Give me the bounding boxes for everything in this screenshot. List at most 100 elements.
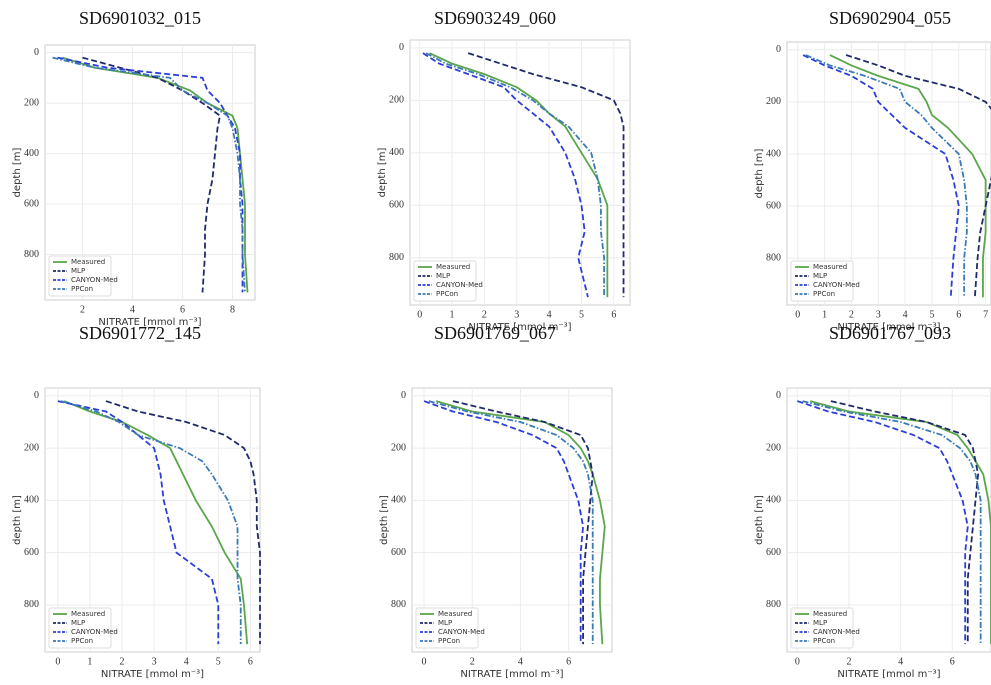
y-tick-label: 200 xyxy=(24,97,39,108)
legend-label: Measured xyxy=(436,263,470,271)
y-tick-label: 200 xyxy=(391,442,406,453)
y-axis-label: depth [m] xyxy=(379,495,390,545)
x-tick-label: 5 xyxy=(579,309,584,320)
data-line xyxy=(802,54,960,298)
x-tick-label: 6 xyxy=(566,656,571,667)
legend-label: PPCon xyxy=(438,637,460,645)
legend-box xyxy=(413,260,477,302)
x-tick-label: 4 xyxy=(903,309,908,320)
legend-box xyxy=(415,607,479,649)
data-line xyxy=(60,400,242,645)
legend-label: CANYON-Med xyxy=(813,281,860,289)
y-tick-label: 400 xyxy=(766,495,781,506)
data-line xyxy=(425,52,606,298)
chart-panel: SD6902904_055 0 1 2 3 4 5 6 7 0 200 400 600 800 NITRAT… xyxy=(754,8,991,333)
legend-label: Measured xyxy=(71,258,105,266)
data-line xyxy=(428,400,594,645)
legend-label: MLP xyxy=(436,272,450,280)
legend-label: MLP xyxy=(813,619,827,627)
chart-panel: SD6901032_015 2 4 6 8 0 200 400 600 800 NITRATE [m… xyxy=(12,8,256,328)
y-tick-label: 800 xyxy=(391,599,406,610)
x-tick-label: 8 xyxy=(230,304,235,315)
data-line xyxy=(845,54,991,298)
chart-panel: SD6901769_067 0 2 4 6 0 200 400 600 800 NITRATE [m… xyxy=(379,323,613,680)
x-axis-label: NITRATE [mmol m⁻³] xyxy=(837,322,940,333)
x-tick-label: 2 xyxy=(470,656,475,667)
y-tick-label: 200 xyxy=(766,442,781,453)
data-line xyxy=(52,56,246,293)
chart-title: SD6903249_060 xyxy=(434,8,556,28)
data-line xyxy=(82,56,221,293)
data-line xyxy=(467,52,625,298)
x-tick-label: 4 xyxy=(184,656,189,667)
x-tick-label: 2 xyxy=(482,309,487,320)
data-line xyxy=(829,54,987,298)
y-axis-label: depth [m] xyxy=(754,495,765,545)
y-axis-label: depth [m] xyxy=(377,147,388,197)
y-tick-label: 600 xyxy=(24,547,39,558)
x-tick-label: 2 xyxy=(120,656,125,667)
legend-label: Measured xyxy=(813,263,847,271)
legend-label: CANYON-Med xyxy=(813,628,860,636)
legend-label: Measured xyxy=(438,610,472,618)
x-tick-label: 0 xyxy=(422,656,427,667)
chart-title: SD6901767_093 xyxy=(829,323,951,343)
x-tick-label: 4 xyxy=(130,304,135,315)
y-tick-label: 400 xyxy=(389,147,404,158)
x-tick-label: 0 xyxy=(55,656,60,667)
y-tick-label: 0 xyxy=(399,42,404,53)
x-tick-label: 5 xyxy=(929,309,934,320)
y-tick-label: 800 xyxy=(24,249,39,260)
data-line xyxy=(452,400,594,645)
data-line xyxy=(423,400,584,645)
x-tick-label: 6 xyxy=(180,304,185,315)
legend-label: MLP xyxy=(71,619,85,627)
x-tick-label: 4 xyxy=(547,309,552,320)
x-tick-label: 6 xyxy=(611,309,616,320)
y-tick-label: 400 xyxy=(766,148,781,159)
data-line xyxy=(57,400,220,645)
legend-box xyxy=(790,607,854,649)
data-line xyxy=(429,52,609,298)
data-line xyxy=(422,52,589,298)
x-tick-label: 3 xyxy=(152,656,157,667)
x-tick-label: 0 xyxy=(417,309,422,320)
chart-title: SD6902904_055 xyxy=(829,8,951,28)
x-axis-label: NITRATE [mmol m⁻³] xyxy=(468,322,571,333)
x-axis-label: NITRATE [mmol m⁻³] xyxy=(837,669,940,680)
y-tick-label: 800 xyxy=(766,252,781,263)
y-tick-label: 200 xyxy=(24,442,39,453)
x-axis-label: NITRATE [mmol m⁻³] xyxy=(98,317,201,328)
chart-title: SD6901772_145 xyxy=(79,323,201,343)
legend-label: PPCon xyxy=(71,637,93,645)
x-tick-label: 3 xyxy=(876,309,881,320)
legend-label: MLP xyxy=(71,267,85,275)
x-tick-label: 2 xyxy=(80,304,85,315)
x-tick-label: 6 xyxy=(950,656,955,667)
legend-label: CANYON-Med xyxy=(71,628,118,636)
legend-label: PPCon xyxy=(71,285,93,293)
data-line xyxy=(810,400,991,645)
x-tick-label: 6 xyxy=(956,309,961,320)
y-tick-label: 800 xyxy=(766,599,781,610)
legend-box xyxy=(48,607,112,649)
x-tick-label: 1 xyxy=(87,656,92,667)
legend-label: CANYON-Med xyxy=(436,281,483,289)
legend-label: PPCon xyxy=(813,637,835,645)
x-tick-label: 4 xyxy=(518,656,523,667)
data-line xyxy=(830,400,979,645)
chart-title: SD6901032_015 xyxy=(79,8,201,28)
y-tick-label: 600 xyxy=(766,200,781,211)
y-tick-label: 0 xyxy=(401,390,406,401)
y-axis-label: depth [m] xyxy=(754,148,765,198)
y-tick-label: 200 xyxy=(766,96,781,107)
legend-label: Measured xyxy=(71,610,105,618)
y-tick-label: 800 xyxy=(389,252,404,263)
legend-box xyxy=(790,260,854,302)
legend-label: CANYON-Med xyxy=(438,628,485,636)
legend-label: MLP xyxy=(438,619,452,627)
x-tick-label: 1 xyxy=(450,309,455,320)
chart-panel: SD6901772_145 0 1 2 3 4 5 6 0 200 400 600 800 NITRATE… xyxy=(12,323,261,680)
x-tick-label: 7 xyxy=(983,309,988,320)
